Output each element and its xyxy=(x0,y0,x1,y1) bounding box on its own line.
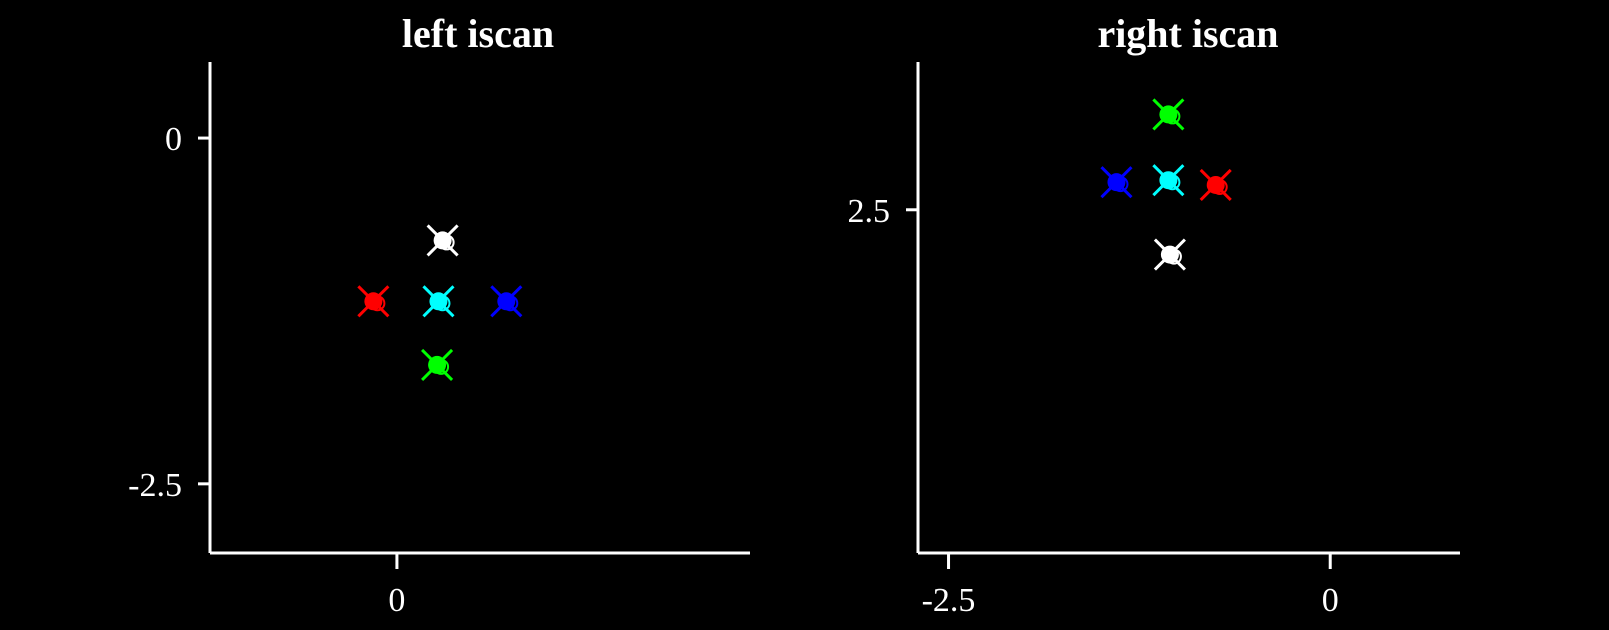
point-dot xyxy=(1206,175,1225,194)
point-ring xyxy=(502,295,519,312)
point-ring xyxy=(369,295,386,312)
point-ring xyxy=(1164,174,1181,191)
data-point xyxy=(1152,164,1185,197)
point-ring xyxy=(1165,248,1182,265)
point-dot xyxy=(428,355,447,374)
point-ring xyxy=(1211,178,1228,195)
data-point xyxy=(426,224,459,257)
data-point xyxy=(1199,168,1232,202)
y-tick-label: 0 xyxy=(165,121,182,158)
point-dot xyxy=(1160,245,1179,264)
chart-title: right iscan xyxy=(1097,11,1278,56)
data-point xyxy=(490,285,523,318)
data-point xyxy=(357,285,390,318)
point-ring xyxy=(434,295,451,312)
chart-title: left iscan xyxy=(402,11,554,56)
point-dot xyxy=(1159,171,1178,190)
data-point xyxy=(422,285,455,318)
data-point xyxy=(1152,98,1185,131)
point-dot xyxy=(364,292,383,311)
point-ring xyxy=(1164,108,1181,125)
panel-left-iscan: left iscan 0 -2.5 0 xyxy=(128,11,750,619)
point-ring xyxy=(1112,176,1129,193)
data-point xyxy=(1153,238,1186,271)
panel-right-iscan: right iscan 2.5 -2.5 0 xyxy=(848,11,1460,619)
x-tick-label: 0 xyxy=(388,582,405,619)
point-dot xyxy=(429,292,448,311)
data-point xyxy=(421,348,454,381)
point-ring xyxy=(433,358,450,375)
point-ring xyxy=(438,234,455,251)
point-dot xyxy=(497,292,516,311)
x-tick-label: 0 xyxy=(1322,582,1339,619)
data-point xyxy=(1100,166,1133,199)
y-tick-label: -2.5 xyxy=(128,467,182,504)
point-dot xyxy=(1107,173,1126,192)
y-tick-label: 2.5 xyxy=(848,193,891,230)
point-dot xyxy=(1159,105,1178,124)
point-dot xyxy=(433,231,452,250)
x-tick-label: -2.5 xyxy=(922,582,976,619)
